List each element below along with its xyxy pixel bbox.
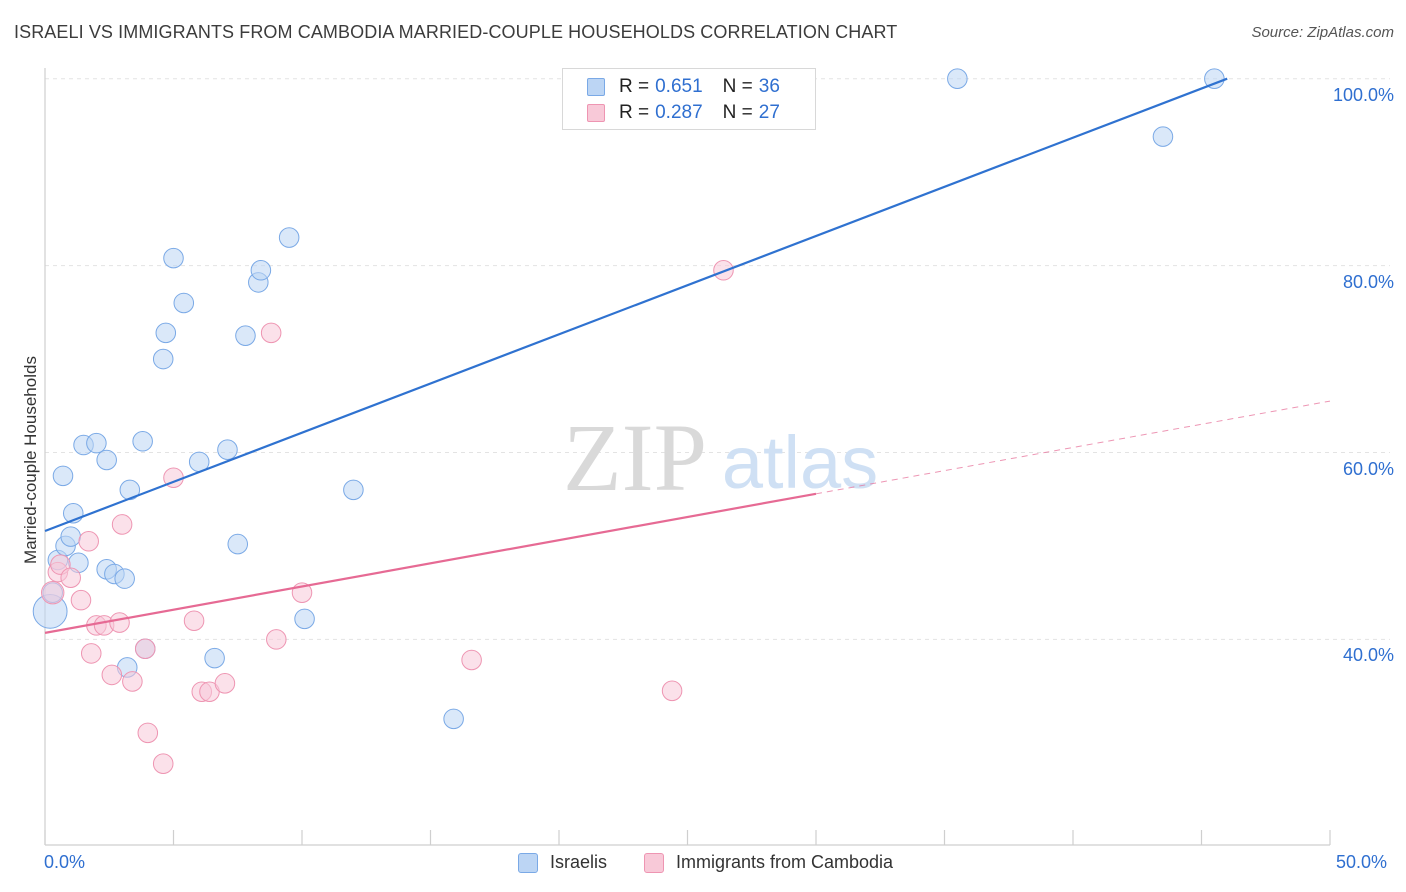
- point-israelis: [250, 259, 272, 281]
- legend-item-israelis[interactable]: Israelis: [518, 852, 607, 873]
- point-cambodia: [101, 664, 123, 686]
- r-label: R =: [619, 76, 650, 97]
- point-israelis: [278, 227, 300, 248]
- n-label: N =: [722, 102, 753, 123]
- point-cambodia: [152, 753, 174, 774]
- grid-lines: [45, 78, 1390, 640]
- point-israelis: [86, 432, 107, 454]
- point-israelis: [235, 325, 256, 346]
- point-cambodia: [214, 673, 236, 694]
- series-legend: Israelis Immigrants from Cambodia: [0, 852, 1406, 876]
- r-value: 0.651: [655, 76, 703, 97]
- point-israelis: [947, 68, 968, 89]
- axes: [44, 68, 1331, 846]
- swatch-israelis: [587, 78, 605, 96]
- legend-swatch-israelis: [518, 852, 538, 873]
- point-cambodia: [78, 531, 99, 552]
- point-israelis: [52, 465, 74, 487]
- point-israelis: [204, 647, 225, 669]
- point-israelis: [96, 449, 117, 471]
- point-cambodia: [266, 629, 287, 650]
- point-cambodia: [109, 612, 130, 633]
- stats-legend: R = 0.651 N = 36 R = 0.287 N = 27: [562, 68, 816, 130]
- point-cambodia: [70, 589, 92, 611]
- point-cambodia: [134, 638, 156, 660]
- swatch-cambodia: [587, 104, 605, 122]
- r-value: 0.287: [655, 102, 703, 123]
- chart-title: ISRAELI VS IMMIGRANTS FROM CAMBODIA MARR…: [14, 22, 898, 42]
- point-cambodia: [183, 610, 205, 631]
- n-value: 36: [758, 76, 780, 97]
- point-israelis: [294, 608, 315, 630]
- point-cambodia: [60, 567, 81, 588]
- point-israelis: [155, 322, 177, 344]
- y-tick-label: 100.0%: [1332, 84, 1394, 105]
- watermark-zip: ZIP: [563, 404, 707, 511]
- source-label: Source: ZipAtlas.com: [1251, 24, 1394, 41]
- point-cambodia: [122, 671, 143, 692]
- legend-item-cambodia[interactable]: Immigrants from Cambodia: [644, 852, 893, 873]
- y-axis-title-wrap: Married-couple Households: [16, 0, 46, 892]
- trend-line-cambodia-extension: [815, 400, 1331, 495]
- x-tick-label-max: 50.0%: [1336, 852, 1388, 872]
- point-israelis: [1204, 68, 1225, 89]
- point-israelis: [132, 431, 153, 452]
- point-israelis: [1152, 126, 1174, 147]
- point-israelis: [173, 292, 195, 314]
- y-tick-label: 60.0%: [1342, 458, 1394, 479]
- stats-row-cambodia: R = 0.287 N = 27: [587, 101, 780, 125]
- trend-line-cambodia: [44, 492, 817, 634]
- point-israelis: [60, 526, 81, 547]
- point-cambodia: [111, 514, 133, 535]
- point-cambodia: [260, 322, 282, 344]
- trend-lines: [44, 77, 1331, 634]
- point-israelis: [152, 348, 174, 370]
- watermark: ZIP atlas: [563, 404, 878, 511]
- point-israelis: [443, 708, 464, 730]
- watermark-atlas: atlas: [722, 421, 878, 504]
- y-tick-label: 80.0%: [1342, 271, 1394, 292]
- point-cambodia: [80, 643, 102, 664]
- point-cambodia: [461, 649, 482, 671]
- stats-row-israelis: R = 0.651 N = 36: [587, 75, 780, 99]
- trend-line-israelis: [44, 77, 1228, 533]
- x-tick-label-min: 0.0%: [44, 852, 86, 872]
- n-label: N =: [722, 76, 753, 97]
- n-value: 27: [758, 102, 780, 123]
- legend-label-cambodia: Immigrants from Cambodia: [676, 852, 894, 872]
- point-israelis: [343, 479, 364, 501]
- point-cambodia: [137, 722, 159, 744]
- y-axis-title: Married-couple Households: [21, 356, 40, 564]
- point-israelis: [114, 568, 135, 589]
- r-label: R =: [619, 102, 650, 123]
- y-tick-label: 40.0%: [1342, 645, 1394, 666]
- point-israelis: [227, 533, 249, 555]
- point-cambodia: [661, 680, 683, 702]
- legend-swatch-cambodia: [644, 852, 664, 873]
- point-israelis: [217, 439, 238, 460]
- point-cambodia: [41, 580, 65, 605]
- point-israelis: [163, 247, 184, 269]
- legend-label-israelis: Israelis: [550, 852, 608, 872]
